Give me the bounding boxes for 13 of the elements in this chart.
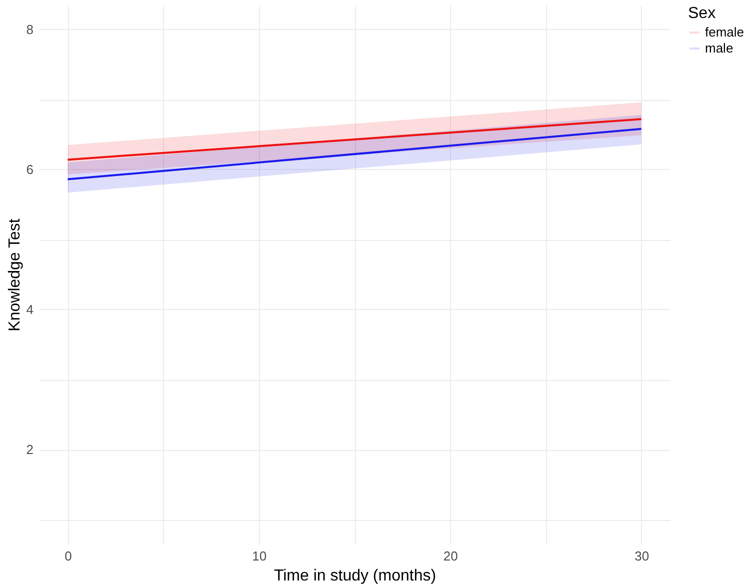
x-tick-label: 30 <box>634 548 650 564</box>
y-tick-label: 2 <box>26 442 34 457</box>
x-tick-label: 20 <box>443 548 458 564</box>
legend-label: male <box>705 40 734 56</box>
x-tick-label: 0 <box>64 548 72 564</box>
y-tick-label: 6 <box>26 162 34 177</box>
y-tick-label: 4 <box>26 302 34 317</box>
x-axis-title: Time in study (months) <box>274 568 436 584</box>
legend-label: female <box>705 24 744 40</box>
y-axis-title: Knowledge Test <box>6 218 24 332</box>
y-tick-label: 8 <box>26 22 34 37</box>
legend-title: Sex <box>688 5 716 22</box>
x-tick-label: 10 <box>252 548 267 564</box>
